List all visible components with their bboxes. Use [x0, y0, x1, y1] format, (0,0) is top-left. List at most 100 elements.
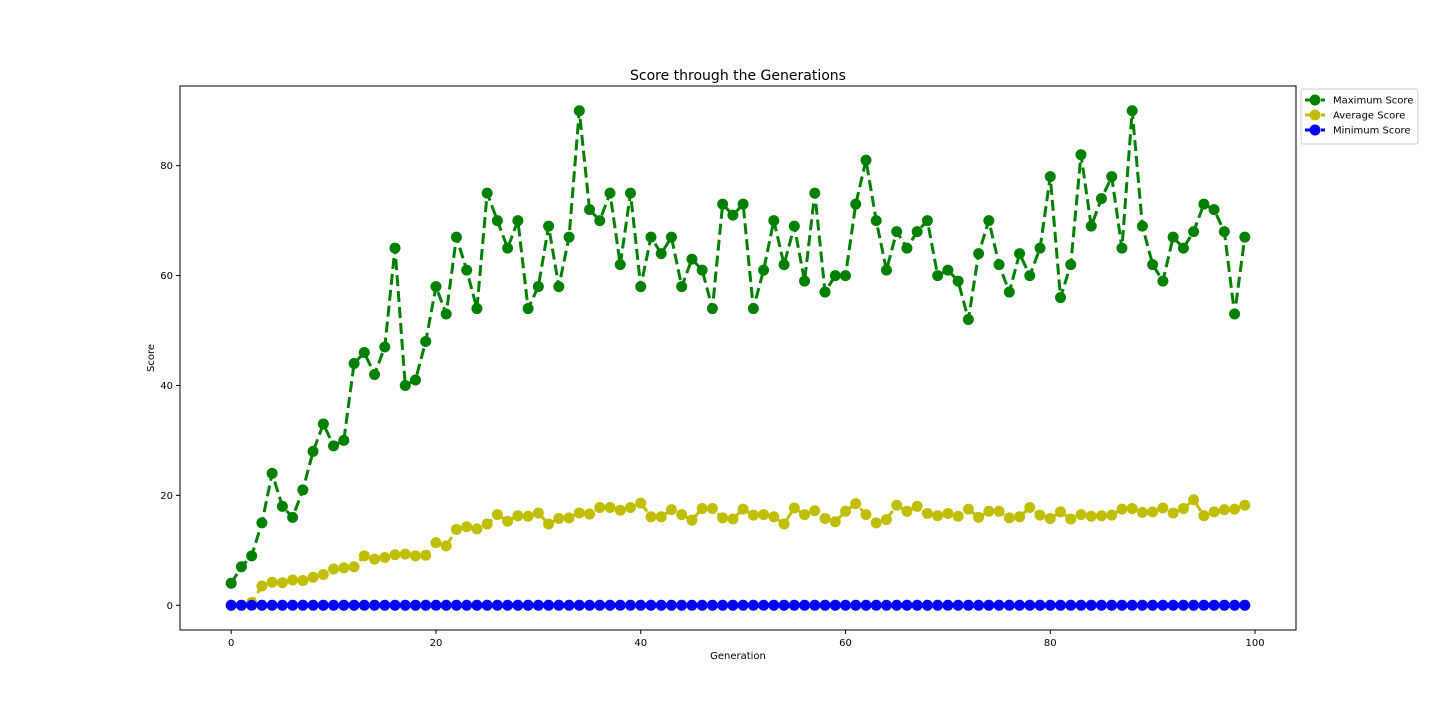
data-point-minimum-score	[952, 599, 964, 611]
data-point-average-score	[942, 508, 954, 520]
data-point-average-score	[962, 503, 974, 515]
data-point-average-score	[655, 511, 667, 523]
y-tick-label: 40	[160, 381, 173, 392]
data-point-minimum-score	[983, 599, 995, 611]
data-point-maximum-score	[1157, 275, 1169, 287]
data-point-average-score	[450, 523, 462, 535]
data-point-average-score	[420, 549, 432, 561]
data-point-average-score	[1239, 499, 1251, 511]
data-point-average-score	[604, 501, 616, 513]
data-point-maximum-score	[993, 259, 1005, 271]
data-point-average-score	[553, 512, 565, 524]
data-point-maximum-score	[553, 281, 565, 293]
data-point-maximum-score	[440, 308, 452, 320]
data-point-maximum-score	[860, 154, 872, 166]
data-point-maximum-score	[768, 215, 780, 227]
legend-marker-maximum-score	[1309, 94, 1321, 106]
x-tick-label: 40	[634, 638, 647, 649]
x-tick-label: 60	[839, 638, 852, 649]
data-point-minimum-score	[799, 599, 811, 611]
chart-title: Score through the Generations	[630, 68, 846, 84]
data-point-average-score	[1157, 502, 1169, 514]
data-point-average-score	[1188, 494, 1200, 506]
data-point-average-score	[1167, 507, 1179, 519]
data-point-maximum-score	[1208, 204, 1220, 216]
data-point-minimum-score	[717, 599, 729, 611]
data-point-maximum-score	[1014, 248, 1026, 260]
data-point-maximum-score	[512, 215, 524, 227]
data-point-average-score	[328, 563, 340, 575]
data-point-average-score	[1065, 513, 1077, 525]
y-tick-label: 20	[160, 491, 173, 502]
data-point-minimum-score	[328, 599, 340, 611]
data-point-minimum-score	[655, 599, 667, 611]
data-point-minimum-score	[338, 599, 350, 611]
data-point-minimum-score	[973, 599, 985, 611]
data-point-maximum-score	[809, 187, 821, 199]
data-point-average-score	[952, 510, 964, 522]
x-tick-label: 80	[1044, 638, 1057, 649]
data-point-minimum-score	[747, 599, 759, 611]
legend-box	[1300, 88, 1419, 145]
data-point-minimum-score	[379, 599, 391, 611]
data-point-maximum-score	[1034, 242, 1046, 254]
data-point-maximum-score	[430, 281, 442, 293]
data-point-minimum-score	[880, 599, 892, 611]
y-axis-label: Score	[146, 344, 157, 372]
data-point-maximum-score	[1055, 292, 1067, 304]
data-point-average-score	[297, 575, 309, 587]
data-point-average-score	[338, 562, 350, 574]
data-point-minimum-score	[1147, 599, 1159, 611]
data-point-average-score	[614, 504, 626, 516]
data-point-average-score	[1075, 509, 1087, 521]
data-point-minimum-score	[1229, 599, 1241, 611]
data-point-maximum-score	[532, 281, 544, 293]
data-point-maximum-score	[1106, 171, 1118, 183]
data-point-average-score	[389, 549, 401, 561]
data-point-maximum-score	[502, 242, 514, 254]
data-point-maximum-score	[635, 281, 647, 293]
data-point-minimum-score	[584, 599, 596, 611]
data-point-maximum-score	[1065, 259, 1077, 271]
data-point-maximum-score	[706, 303, 718, 315]
series-layer	[225, 105, 1251, 611]
data-point-minimum-score	[1024, 599, 1036, 611]
data-point-maximum-score	[962, 314, 974, 326]
data-point-minimum-score	[1239, 599, 1251, 611]
data-point-minimum-score	[788, 599, 800, 611]
series-line-maximum-score	[229, 109, 1247, 585]
data-point-average-score	[481, 518, 493, 530]
data-point-maximum-score	[932, 270, 944, 282]
data-point-minimum-score	[317, 599, 329, 611]
data-point-maximum-score	[461, 264, 473, 276]
data-point-average-score	[1085, 510, 1097, 522]
data-point-maximum-score	[584, 204, 596, 216]
data-point-average-score	[921, 508, 933, 520]
series-minimum-score	[225, 599, 1251, 611]
data-point-maximum-score	[676, 281, 688, 293]
data-point-maximum-score	[1136, 220, 1148, 232]
data-point-minimum-score	[932, 599, 944, 611]
data-point-maximum-score	[481, 187, 493, 199]
data-point-maximum-score	[594, 215, 606, 227]
data-point-minimum-score	[1198, 599, 1210, 611]
data-point-maximum-score	[901, 242, 913, 254]
series-average-score	[225, 494, 1251, 611]
data-point-average-score	[686, 514, 698, 526]
data-point-maximum-score	[328, 440, 340, 452]
data-point-maximum-score	[338, 434, 350, 446]
data-point-average-score	[696, 503, 708, 515]
data-point-minimum-score	[665, 599, 677, 611]
data-point-minimum-score	[563, 599, 575, 611]
data-point-average-score	[502, 515, 514, 527]
data-point-maximum-score	[297, 484, 309, 496]
data-point-average-score	[983, 505, 995, 517]
data-point-maximum-score	[942, 264, 954, 276]
legend-label-maximum-score: Maximum Score	[1333, 96, 1413, 107]
data-point-average-score	[409, 550, 421, 562]
data-point-average-score	[440, 540, 452, 552]
data-point-minimum-score	[768, 599, 780, 611]
data-point-maximum-score	[983, 215, 995, 227]
data-point-minimum-score	[809, 599, 821, 611]
legend-label-average-score: Average Score	[1333, 111, 1405, 122]
